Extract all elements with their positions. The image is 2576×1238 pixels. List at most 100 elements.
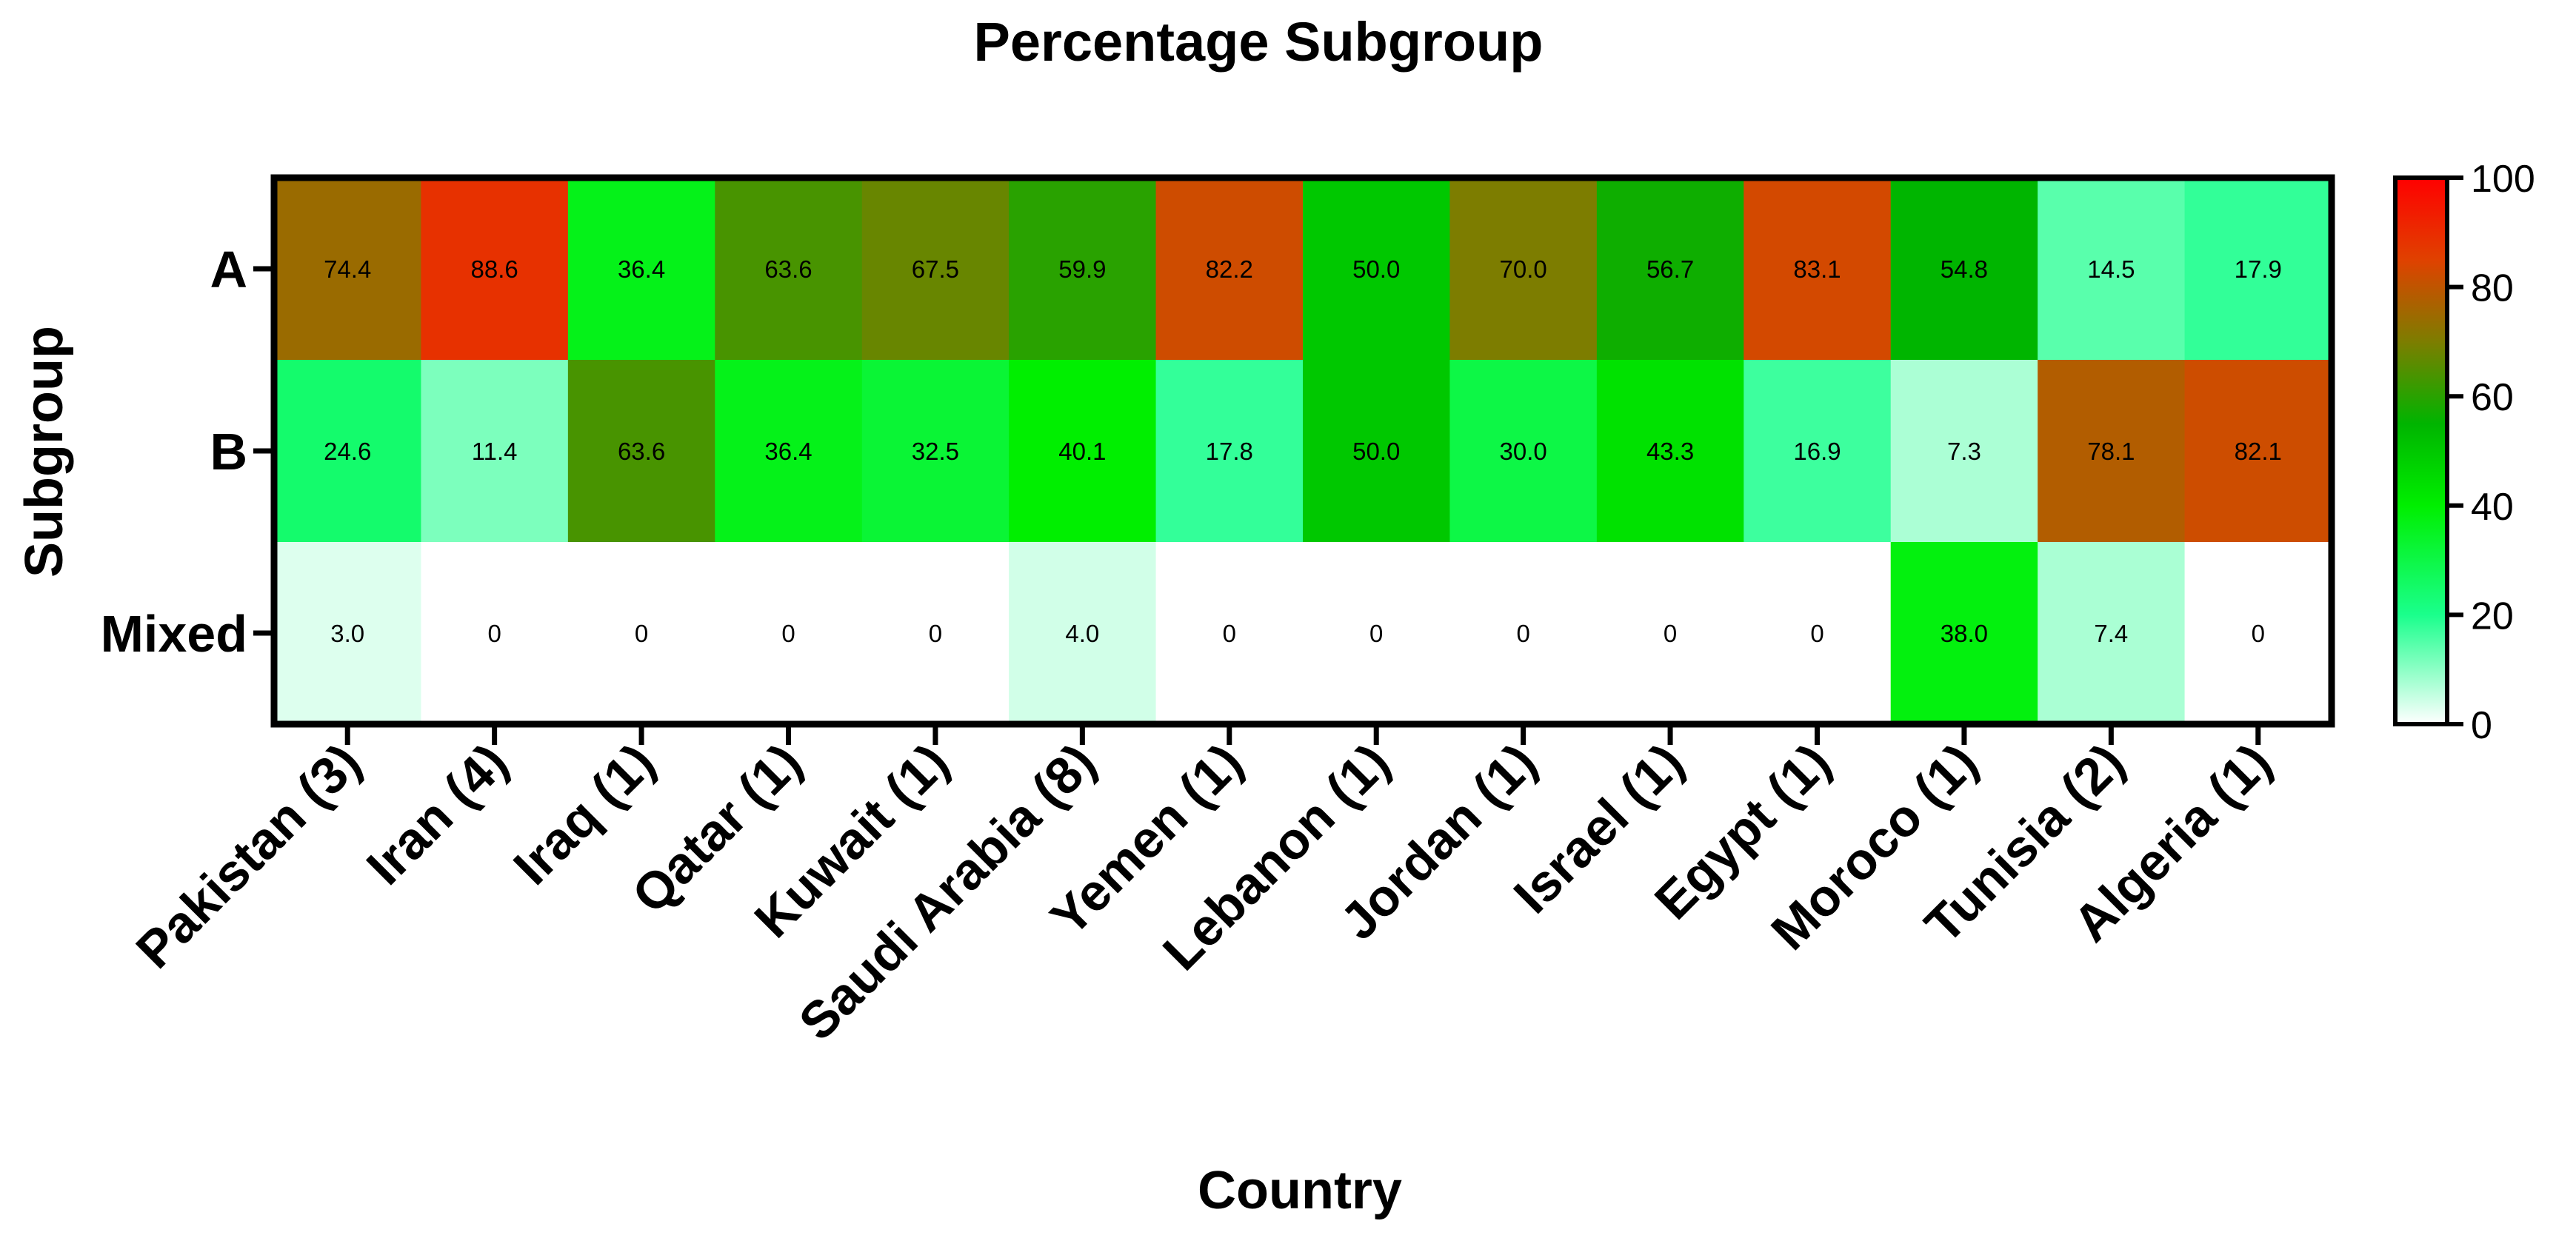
cell-value-label: 32.5 xyxy=(912,438,959,465)
cell-value-label: 63.6 xyxy=(618,438,665,465)
cell-value-label: 50.0 xyxy=(1352,255,1400,283)
heatmap-cells xyxy=(274,178,2332,725)
heatmap-cell xyxy=(2184,178,2332,361)
heatmap-cell xyxy=(1009,360,1157,543)
heatmap-cell-labels: 74.4 88.6 36.4 63.6 67.5 59.9 82.2 50.0 70.0 56.7… xyxy=(324,255,2282,647)
row-tick-label: Mixed xyxy=(101,605,247,663)
colorbar: 0 20 40 60 80 100 xyxy=(2393,158,2535,747)
cell-value-label: 50.0 xyxy=(1352,438,1400,465)
heatmap-cell xyxy=(274,178,422,361)
heatmap-cell xyxy=(715,360,863,543)
heatmap-cell xyxy=(861,360,1010,543)
colorbar-gradient xyxy=(2393,175,2449,726)
cell-value-label: 0 xyxy=(635,620,648,647)
y-axis-title: Subgroup xyxy=(15,326,74,578)
cell-value-label: 83.1 xyxy=(1793,255,1841,283)
heatmap-cell xyxy=(2038,360,2186,543)
heatmap-cell xyxy=(1890,178,2038,361)
colorbar-tick-label: 0 xyxy=(2471,704,2492,747)
heatmap-cell xyxy=(1303,360,1451,543)
cell-value-label: 0 xyxy=(1664,620,1677,647)
cell-value-label: 3.0 xyxy=(330,620,364,647)
heatmap-cell xyxy=(1744,542,1892,725)
heatmap-cell xyxy=(274,542,422,725)
cell-value-label: 0 xyxy=(1516,620,1529,647)
colorbar-tick-label: 40 xyxy=(2471,486,2514,529)
heatmap-cell xyxy=(715,542,863,725)
heatmap-cell xyxy=(567,542,715,725)
x-axis-title: Country xyxy=(1198,1161,1402,1220)
heatmap-cell xyxy=(1155,360,1304,543)
cell-value-label: 88.6 xyxy=(471,255,518,283)
cell-value-label: 59.9 xyxy=(1058,255,1106,283)
cell-value-label: 36.4 xyxy=(618,255,665,283)
heatmap-cell xyxy=(1449,542,1598,725)
row-tick-label: B xyxy=(210,423,247,481)
cell-value-label: 0 xyxy=(1810,620,1823,647)
cell-value-label: 56.7 xyxy=(1646,255,1694,283)
colorbar-tick-label: 100 xyxy=(2471,158,2535,201)
column-ticks: Pakistan (3)Iran (4)Iraq (1)Qatar (1)Kuw… xyxy=(125,724,2282,1051)
heatmap-cell xyxy=(1155,178,1304,361)
heatmap-cell xyxy=(1596,360,1744,543)
cell-value-label: 40.1 xyxy=(1058,438,1106,465)
heatmap-cell xyxy=(421,542,569,725)
column-tick-label: Pakistan (3) xyxy=(125,732,372,979)
heatmap-cell xyxy=(1155,542,1304,725)
heatmap-cell xyxy=(567,178,715,361)
heatmap-cell xyxy=(2038,542,2186,725)
colorbar-ticks: 0 20 40 60 80 100 xyxy=(2447,158,2535,747)
column-tick-label: Iran (4) xyxy=(356,732,518,895)
cell-value-label: 43.3 xyxy=(1646,438,1694,465)
row-tick-label: A xyxy=(210,241,247,298)
cell-value-label: 67.5 xyxy=(912,255,959,283)
cell-value-label: 0 xyxy=(487,620,501,647)
cell-value-label: 38.0 xyxy=(1941,620,1988,647)
heatmap-cell xyxy=(1596,178,1744,361)
chart-title: Percentage Subgroup xyxy=(974,11,1544,73)
heatmap-cell xyxy=(1744,360,1892,543)
heatmap-cell xyxy=(1596,542,1744,725)
cell-value-label: 11.4 xyxy=(472,438,518,465)
cell-value-label: 0 xyxy=(1223,620,1236,647)
heatmap-cell xyxy=(2184,360,2332,543)
cell-value-label: 14.5 xyxy=(2087,255,2135,283)
heatmap-cell xyxy=(715,178,863,361)
heatmap-cell xyxy=(1303,542,1451,725)
cell-value-label: 24.6 xyxy=(324,438,371,465)
cell-value-label: 70.0 xyxy=(1500,255,1547,283)
cell-value-label: 78.1 xyxy=(2087,438,2135,465)
heatmap-cell xyxy=(1890,542,2038,725)
cell-value-label: 30.0 xyxy=(1500,438,1547,465)
cell-value-label: 17.9 xyxy=(2235,255,2282,283)
heatmap-cell xyxy=(1449,360,1598,543)
cell-value-label: 36.4 xyxy=(764,438,812,465)
cell-value-label: 0 xyxy=(781,620,795,647)
heatmap-cell xyxy=(1009,178,1157,361)
heatmap-cell xyxy=(1449,178,1598,361)
heatmap-cell xyxy=(1890,360,2038,543)
cell-value-label: 82.2 xyxy=(1206,255,1253,283)
cell-value-label: 63.6 xyxy=(764,255,812,283)
cell-value-label: 0 xyxy=(1369,620,1383,647)
colorbar-tick-label: 20 xyxy=(2471,595,2514,638)
cell-value-label: 17.8 xyxy=(1206,438,1253,465)
heatmap-cell xyxy=(2184,542,2332,725)
heatmap-cell xyxy=(421,178,569,361)
heatmap-cell xyxy=(274,360,422,543)
heatmap-cell xyxy=(421,360,569,543)
cell-value-label: 0 xyxy=(2252,620,2265,647)
heatmap-cell xyxy=(861,178,1010,361)
cell-value-label: 4.0 xyxy=(1065,620,1099,647)
colorbar-tick-label: 80 xyxy=(2471,267,2514,310)
heatmap-cell xyxy=(1009,542,1157,725)
heatmap-cell xyxy=(861,542,1010,725)
cell-value-label: 7.4 xyxy=(2094,620,2128,647)
row-ticks: A B Mixed xyxy=(101,241,274,663)
cell-value-label: 82.1 xyxy=(2235,438,2282,465)
cell-value-label: 16.9 xyxy=(1793,438,1841,465)
heatmap-cell xyxy=(2038,178,2186,361)
cell-value-label: 0 xyxy=(929,620,942,647)
